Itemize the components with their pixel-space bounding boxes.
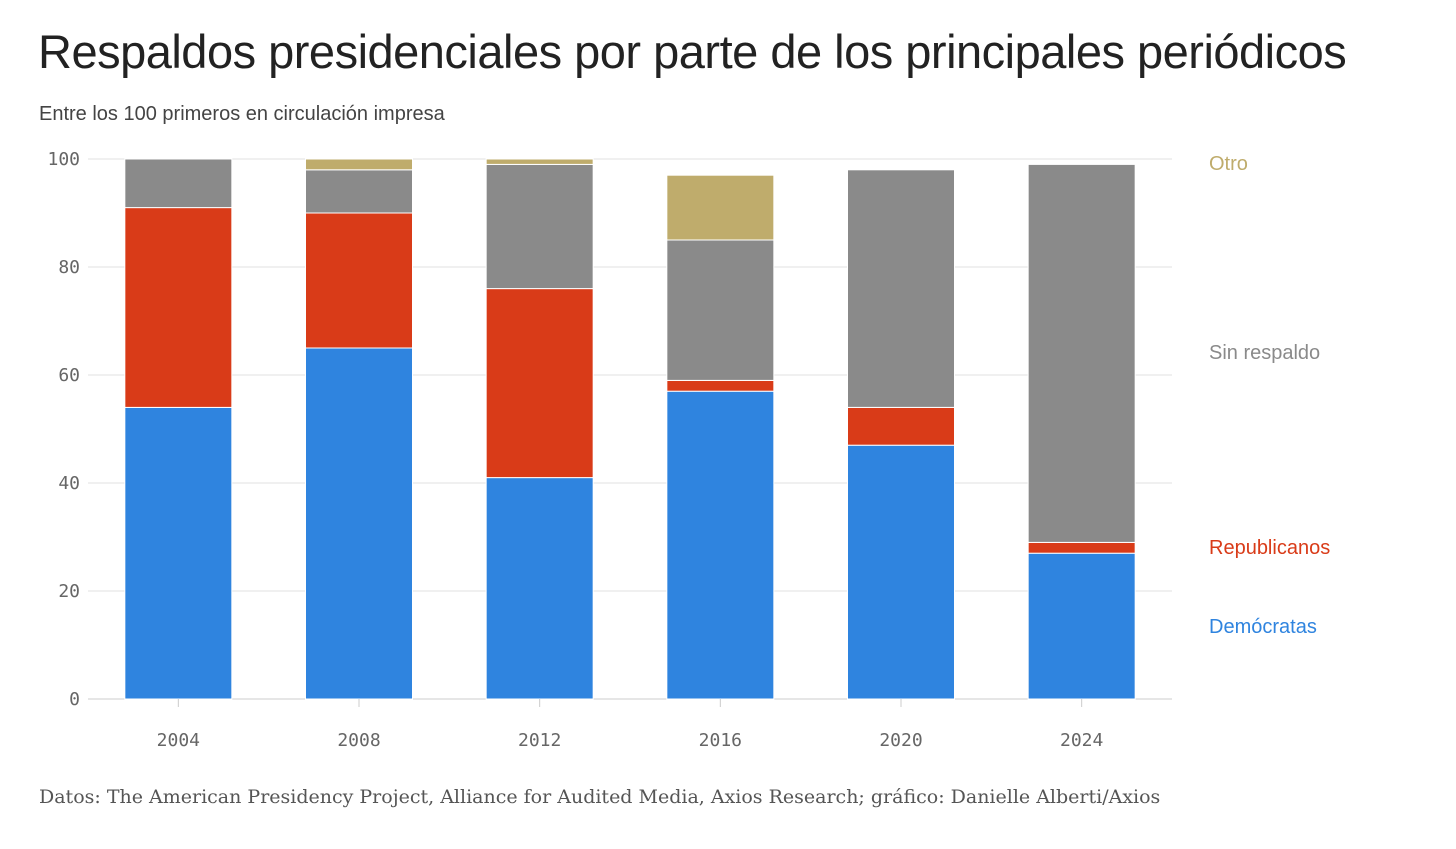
- x-tick-label: 2012: [518, 730, 561, 751]
- bar-segment-demócratas: [847, 444, 955, 700]
- bar-segment-demócratas: [666, 390, 775, 700]
- legend-label: Otro: [1209, 153, 1248, 175]
- y-tick-label: 60: [58, 365, 80, 386]
- legend-label: Republicanos: [1209, 537, 1330, 559]
- legend-label: Demócratas: [1209, 616, 1317, 638]
- bar-segment-otro: [305, 158, 413, 171]
- source-note: Datos: The American Presidency Project, …: [39, 786, 1161, 808]
- bar-segment-demócratas: [124, 406, 233, 700]
- bar-segment-republicanos: [124, 207, 233, 408]
- bar-segment-demócratas: [305, 347, 413, 700]
- x-tick-label: 2016: [699, 730, 742, 751]
- bar-segment-sin-respaldo: [1027, 163, 1136, 543]
- legend-label: Sin respaldo: [1209, 342, 1320, 364]
- bar-segment-republicanos: [1027, 541, 1136, 554]
- bar-segment-sin-respaldo: [666, 239, 775, 381]
- x-tick-label: 2008: [337, 730, 380, 751]
- y-tick-label: 20: [58, 581, 80, 602]
- bar-segment-sin-respaldo: [124, 158, 233, 209]
- bar-segment-otro: [485, 158, 594, 165]
- x-tick-label: 2024: [1060, 730, 1103, 751]
- bar-segment-demócratas: [1027, 552, 1136, 700]
- bar-segment-demócratas: [485, 477, 594, 700]
- y-tick-label: 80: [58, 257, 80, 278]
- y-tick-label: 100: [47, 149, 80, 170]
- chart-title: Respaldos presidenciales por parte de lo…: [38, 25, 1347, 78]
- bar-segment-republicanos: [666, 379, 775, 392]
- y-tick-label: 0: [69, 689, 80, 710]
- x-tick-label: 2004: [157, 730, 200, 751]
- stacked-bar-chart: 0 20 40 60 80 100 2004 2008 2012 2016 2020 2024 Demó…: [47, 149, 1330, 751]
- bar-segment-otro: [666, 174, 775, 241]
- bar-segment-republicanos: [305, 212, 413, 349]
- chart-subtitle: Entre los 100 primeros en circulación im…: [39, 103, 445, 125]
- bar-segment-republicanos: [485, 288, 594, 479]
- x-tick-label: 2020: [879, 730, 922, 751]
- bar-segment-sin-respaldo: [485, 163, 594, 290]
- bar-segment-sin-respaldo: [847, 169, 955, 408]
- bar-segment-republicanos: [847, 406, 955, 446]
- bar-segment-sin-respaldo: [305, 169, 413, 214]
- y-tick-label: 40: [58, 473, 80, 494]
